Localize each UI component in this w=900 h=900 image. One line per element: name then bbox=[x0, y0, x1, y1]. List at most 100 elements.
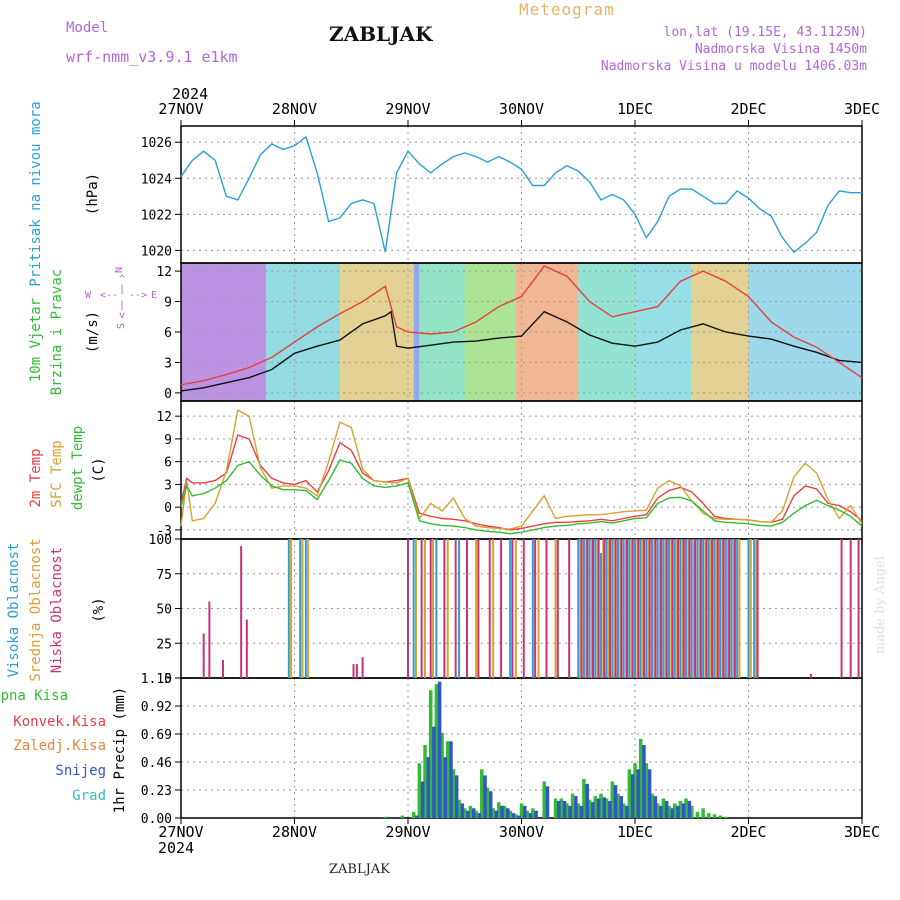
bar bbox=[500, 805, 504, 818]
bar bbox=[514, 814, 518, 818]
precip-legend-item: Konvek.Kisa bbox=[13, 714, 106, 730]
compass-north: N bbox=[114, 267, 125, 273]
bar bbox=[545, 539, 548, 678]
bar bbox=[454, 539, 457, 678]
bar bbox=[611, 539, 614, 678]
compass-arrow-down: v bbox=[119, 310, 125, 321]
compass-arrow-up: ^ bbox=[119, 274, 125, 285]
bar bbox=[477, 539, 480, 678]
bar bbox=[593, 796, 598, 818]
bar bbox=[477, 813, 482, 818]
x-tick-label-bottom: 2DEC bbox=[730, 823, 766, 841]
bar bbox=[577, 539, 580, 678]
bar bbox=[400, 815, 405, 818]
y-tick-label: 0.92 bbox=[141, 700, 172, 715]
bar bbox=[707, 539, 710, 678]
panel-label-high-cloud: Visoka Oblacnost bbox=[6, 543, 22, 678]
bar bbox=[609, 539, 612, 678]
x-tick-label-top: 1DEC bbox=[617, 100, 653, 118]
bar bbox=[488, 539, 491, 678]
panel-label-mid-cloud: Srednja Oblacnost bbox=[28, 538, 44, 681]
bar bbox=[599, 552, 602, 678]
panel-label-pressure: Pritisak na nivou mora bbox=[28, 101, 44, 286]
bar bbox=[647, 769, 652, 818]
bar bbox=[667, 805, 671, 818]
bar bbox=[511, 539, 514, 678]
bar bbox=[451, 769, 456, 818]
precip-legend-item: Grad bbox=[72, 788, 106, 804]
bar bbox=[659, 805, 663, 818]
bar bbox=[522, 539, 525, 678]
bar bbox=[545, 786, 550, 818]
bar bbox=[677, 539, 680, 678]
y-tick-label: 0 bbox=[164, 387, 172, 402]
panel-frame bbox=[180, 677, 863, 819]
bar bbox=[642, 744, 646, 818]
bar bbox=[621, 803, 626, 818]
bar bbox=[412, 539, 415, 678]
bar bbox=[208, 601, 211, 678]
bar bbox=[627, 769, 632, 818]
bar bbox=[517, 815, 521, 818]
precip-legend-item: Ukupna Kisa bbox=[0, 688, 68, 704]
y-tick-label: 0.69 bbox=[141, 728, 172, 743]
bar bbox=[650, 793, 654, 818]
bar bbox=[707, 813, 711, 818]
bar bbox=[383, 816, 388, 818]
panel-label-temp2m: 2m Temp bbox=[28, 448, 44, 507]
bar bbox=[633, 763, 637, 818]
bar bbox=[514, 539, 517, 678]
bar bbox=[591, 802, 595, 818]
bar bbox=[471, 808, 476, 818]
bar bbox=[445, 741, 450, 818]
y-tick-label: 1026 bbox=[141, 136, 172, 151]
bar bbox=[634, 539, 636, 678]
bar bbox=[613, 539, 616, 678]
y-tick-label: 1022 bbox=[141, 208, 172, 223]
bar bbox=[502, 805, 507, 818]
y-tick-label: 12 bbox=[156, 265, 172, 280]
bar bbox=[857, 539, 860, 678]
bar bbox=[679, 539, 682, 678]
bar bbox=[711, 539, 714, 678]
bar bbox=[661, 798, 666, 818]
bar bbox=[688, 539, 691, 678]
bar bbox=[695, 811, 700, 818]
series-line bbox=[180, 265, 863, 386]
bar bbox=[290, 539, 293, 678]
bar bbox=[638, 738, 643, 818]
y-tick-label: 0.00 bbox=[141, 812, 172, 827]
bar bbox=[678, 800, 683, 818]
bar bbox=[586, 539, 589, 678]
bar bbox=[585, 783, 589, 818]
bar bbox=[463, 808, 467, 818]
bar bbox=[491, 808, 495, 818]
x-tick-label-top: 30NOV bbox=[499, 100, 544, 118]
bar bbox=[755, 539, 758, 678]
bar bbox=[480, 769, 484, 818]
bar bbox=[556, 539, 559, 678]
credit-label: made by Angel bbox=[873, 556, 888, 654]
bar bbox=[747, 539, 750, 678]
x-tick-label-top: 29NOV bbox=[385, 100, 430, 118]
model-name: wrf-nmm_v3.9.1 e1km bbox=[66, 48, 238, 66]
bar bbox=[619, 796, 623, 818]
bar bbox=[429, 539, 432, 678]
bar bbox=[690, 539, 693, 678]
bar bbox=[460, 803, 465, 818]
bar bbox=[592, 539, 595, 678]
bar bbox=[531, 808, 535, 818]
panel-ylabel: (hPa) bbox=[85, 173, 101, 215]
bar bbox=[681, 803, 686, 818]
bar bbox=[483, 775, 487, 818]
bar bbox=[553, 798, 558, 818]
bar bbox=[724, 539, 727, 678]
bar bbox=[664, 800, 669, 818]
bar bbox=[582, 539, 585, 678]
bar bbox=[508, 810, 512, 818]
bar bbox=[647, 539, 650, 678]
bar bbox=[534, 539, 537, 678]
bar bbox=[415, 815, 419, 818]
panel-frame bbox=[180, 400, 863, 540]
bar bbox=[619, 539, 622, 678]
